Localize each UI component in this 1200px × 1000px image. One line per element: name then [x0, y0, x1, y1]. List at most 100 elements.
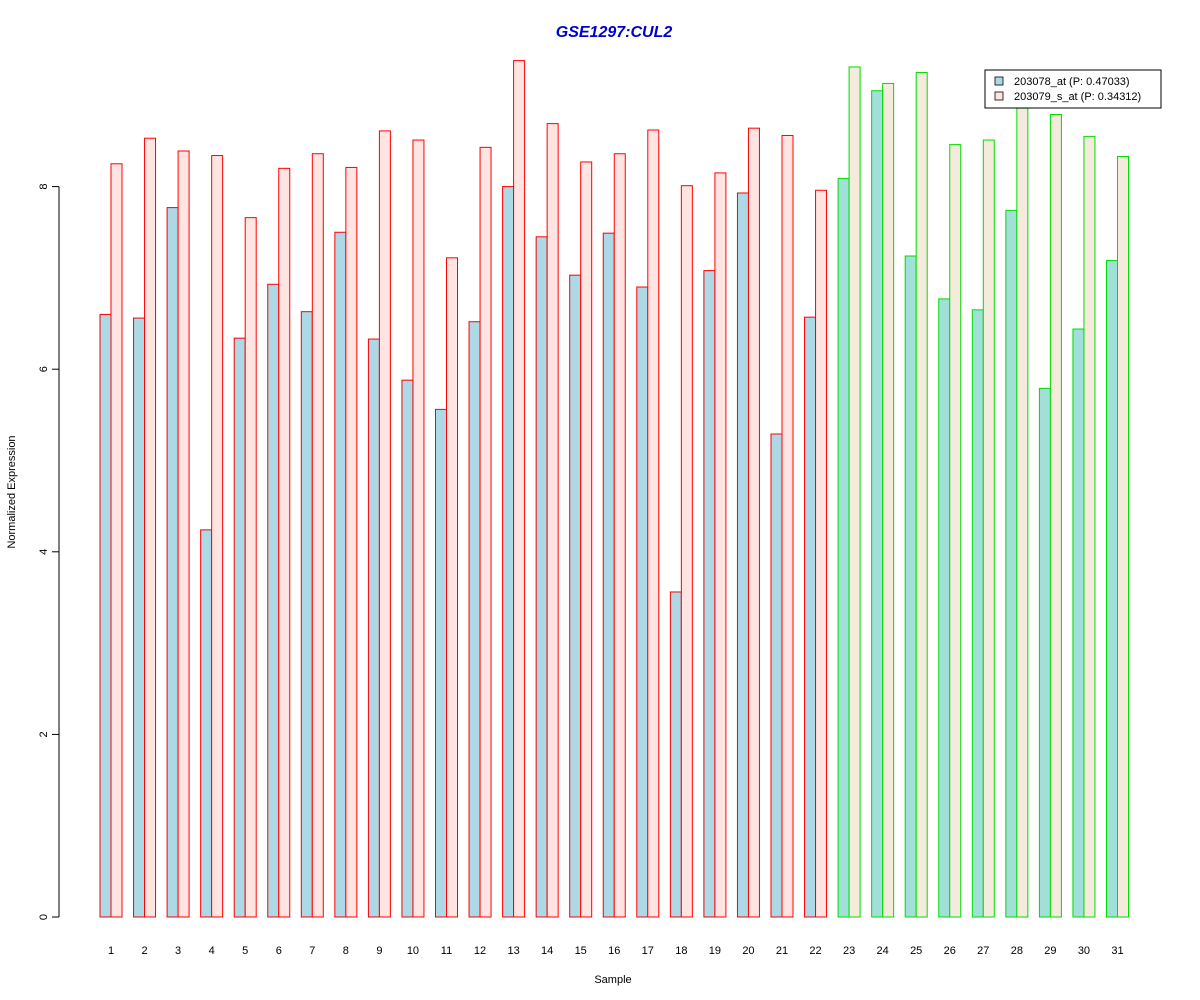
bar-series-2 [915, 71, 928, 918]
bar-series-1 [133, 317, 146, 918]
bar-series-1 [300, 311, 313, 918]
bar-series-2 [1117, 155, 1129, 918]
bar-series-2 [714, 172, 727, 918]
x-tick-label: 31 [1111, 945, 1123, 957]
bar-series-2 [144, 137, 157, 918]
y-tick-label: 0 [38, 914, 50, 920]
bar-series-2 [378, 130, 391, 918]
bar-series-1 [837, 177, 850, 918]
bar-series-2 [580, 161, 593, 918]
bar-series-2 [982, 139, 995, 918]
bar-series-1 [602, 232, 615, 918]
y-axis-label: Normalized Expression [6, 435, 18, 548]
bar-series-2 [647, 129, 660, 918]
x-tick-label: 6 [276, 945, 282, 957]
x-tick-label: 1 [108, 945, 114, 957]
x-tick-label: 2 [141, 945, 147, 957]
x-tick-label: 15 [575, 945, 587, 957]
legend-label-series-1: 203078_at (P: 0.47033) [1014, 76, 1130, 88]
bar-series-1 [99, 313, 112, 918]
x-tick-label: 12 [474, 945, 486, 957]
x-tick-label: 27 [977, 945, 989, 957]
bar-series-1 [468, 321, 481, 918]
bar-series-1 [334, 231, 347, 918]
x-tick-label: 16 [608, 945, 620, 957]
bar-series-1 [971, 309, 984, 918]
bar-series-2 [848, 66, 861, 918]
x-tick-label: 22 [809, 945, 821, 957]
bar-series-1 [736, 192, 749, 918]
bar-series-1 [904, 255, 917, 918]
bar-series-2 [1016, 107, 1029, 918]
x-tick-label: 17 [642, 945, 654, 957]
bar-series-2 [177, 150, 190, 918]
bar-series-2 [211, 155, 224, 918]
y-tick-label: 6 [38, 366, 50, 372]
legend-box [984, 69, 1162, 109]
bar-series-2 [1083, 135, 1096, 918]
bar-series-2 [479, 146, 492, 918]
y-tick-label: 8 [38, 184, 50, 190]
x-tick-label: 20 [742, 945, 754, 957]
bar-series-1 [200, 529, 213, 918]
bar-series-2 [278, 167, 291, 918]
bar-series-1 [703, 270, 716, 918]
bar-series-2 [882, 82, 895, 918]
x-tick-label: 13 [507, 945, 519, 957]
bar-series-1 [569, 274, 582, 918]
bar-series-1 [435, 408, 447, 918]
x-tick-label: 19 [709, 945, 721, 957]
bar-series-1 [669, 591, 682, 918]
x-tick-label: 10 [407, 945, 419, 957]
bar-series-1 [535, 236, 548, 918]
bar-series-2 [815, 189, 828, 918]
bar-series-1 [1106, 260, 1118, 918]
bar-series-1 [367, 338, 380, 918]
bar-series-1 [233, 337, 246, 918]
bar-series-2 [110, 163, 123, 918]
legend-swatch-series-2 [994, 91, 1004, 101]
x-tick-label: 18 [675, 945, 687, 957]
y-axis: 0 2 4 6 8 [38, 184, 60, 920]
legend: 203078_at (P: 0.47033) 203079_s_at (P: 0… [984, 69, 1162, 109]
x-tick-label: 25 [910, 945, 922, 957]
bar-series-2 [949, 144, 962, 918]
x-tick-label: 26 [944, 945, 956, 957]
x-tick-label: 28 [1011, 945, 1023, 957]
bar-series-1 [401, 379, 414, 918]
bar-series-2 [546, 123, 559, 918]
x-tick-label: 5 [242, 945, 248, 957]
bar-series-2 [513, 60, 526, 918]
bar-series-2 [781, 134, 794, 918]
bar-series-2 [311, 153, 324, 918]
y-tick-label: 2 [38, 731, 50, 737]
x-tick-label: 30 [1078, 945, 1090, 957]
bar-series-1 [871, 90, 884, 918]
x-tick-labels: 1 2 3 4 5 6 7 8 9 10 11 12 13 14 15 16 17 18 19 20 21 22 23 24 2… [108, 945, 1124, 957]
bar-series-1 [804, 316, 817, 918]
x-tick-label: 29 [1044, 945, 1056, 957]
y-tick-label: 4 [38, 549, 50, 555]
x-tick-label: 23 [843, 945, 855, 957]
x-tick-label: 11 [441, 945, 452, 957]
chart-title: GSE1297:CUL2 [556, 24, 673, 41]
bar-series-1 [938, 298, 951, 918]
bar-series-1 [1072, 328, 1085, 918]
bar-series-2 [345, 166, 358, 918]
x-tick-label: 4 [209, 945, 215, 957]
bar-series-1 [770, 433, 783, 918]
x-tick-label: 24 [877, 945, 889, 957]
bars-group [99, 60, 1129, 918]
legend-label-series-2: 203079_s_at (P: 0.34312) [1014, 91, 1141, 103]
bar-series-1 [1005, 209, 1018, 918]
bar-series-2 [1049, 113, 1062, 918]
bar-series-2 [244, 217, 257, 918]
bar-series-1 [267, 283, 280, 918]
x-tick-label: 21 [776, 945, 788, 957]
bar-series-2 [613, 153, 626, 918]
bar-series-2 [747, 127, 760, 918]
x-tick-label: 9 [376, 945, 382, 957]
legend-swatch-series-1 [994, 76, 1004, 86]
bar-series-2 [446, 257, 458, 918]
